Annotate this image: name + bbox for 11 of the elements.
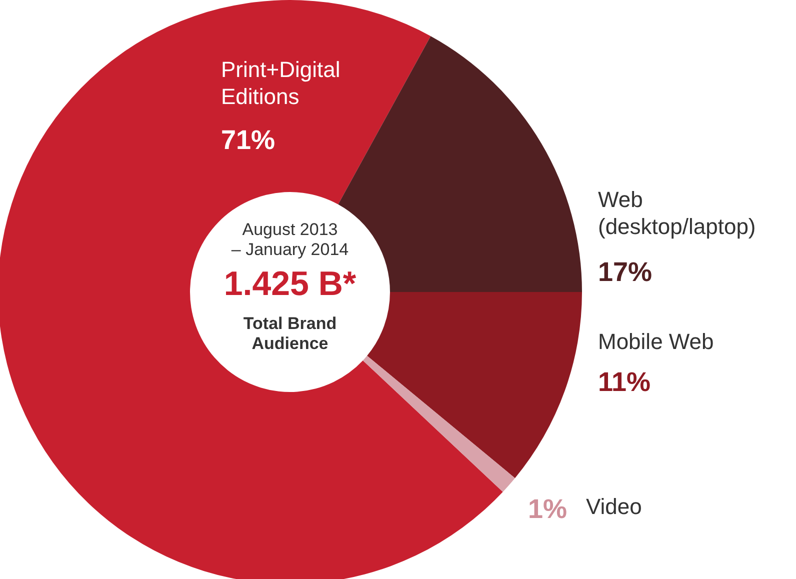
data-label: 1% — [528, 494, 568, 524]
slice-label: Web (desktop/laptop) — [598, 187, 756, 239]
text: 1.425 B* — [224, 265, 357, 303]
text: August 2013 – January 2014 — [231, 220, 349, 259]
data-label: 17% — [598, 257, 652, 287]
data-label: 71% — [221, 125, 276, 155]
slice-label: Video — [586, 494, 642, 519]
slice-label: Mobile Web — [598, 329, 714, 354]
text: Total Brand Audience — [243, 314, 337, 353]
slice-label: Print+Digital Editions — [221, 57, 340, 109]
data-label: 11% — [598, 367, 651, 397]
